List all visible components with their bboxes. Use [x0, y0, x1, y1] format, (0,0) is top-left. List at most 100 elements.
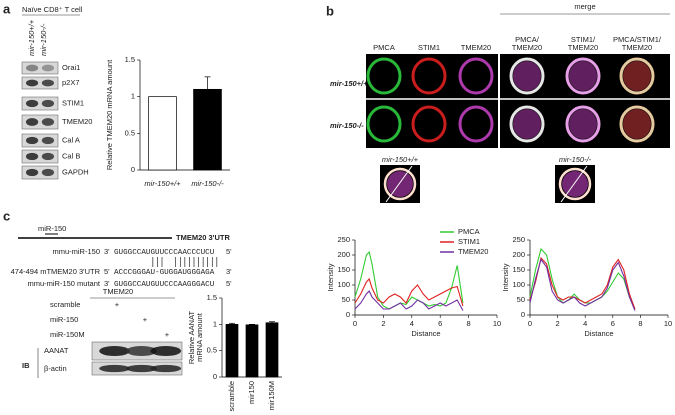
- image-frame: [366, 54, 498, 148]
- blot-label: Cal B: [62, 151, 80, 160]
- series-line: [529, 258, 636, 311]
- y-tick-label: 150: [512, 265, 525, 274]
- cell-interior: [623, 61, 651, 91]
- lane-label: mir-150+/+: [27, 19, 36, 56]
- cell-membrane: [366, 57, 402, 95]
- x-tick-label: 10: [493, 319, 501, 328]
- seq-end: 5': [226, 279, 232, 288]
- band: [150, 364, 182, 373]
- x-tick-label: 6: [611, 319, 615, 328]
- blot-label: GAPDH: [62, 167, 89, 176]
- blot-label: AANAT: [44, 346, 69, 355]
- column-header: PMCA/: [515, 35, 540, 44]
- x-tick-label: 10: [664, 319, 672, 328]
- y-tick-label: 250: [337, 235, 350, 244]
- panel-label: a: [3, 1, 11, 16]
- series-line: [529, 256, 636, 310]
- blot-label: Orai1: [62, 63, 80, 72]
- seq-name: mmu-miR-150 mutant: [27, 279, 100, 288]
- column-header: PMCA/STIM1/: [613, 35, 662, 44]
- construct-label: TMEM20: [103, 287, 133, 296]
- utr-label: TMEM20 3'UTR: [176, 233, 230, 242]
- x-tick-label: mir-150+/+: [144, 179, 181, 188]
- band: [41, 118, 55, 126]
- cell-membrane: [565, 57, 601, 95]
- cell-membrane: [565, 105, 601, 143]
- cell-interior: [562, 171, 588, 197]
- legend-label: PMCA: [458, 227, 480, 236]
- y-axis-label: Relative AANAT: [187, 310, 196, 364]
- x-tick-label: 6: [438, 319, 442, 328]
- cell-membrane: [458, 57, 494, 95]
- condition-mark: +: [115, 300, 120, 309]
- cell-membrane: [558, 167, 592, 201]
- cell-membrane: [619, 57, 655, 95]
- band: [25, 168, 39, 177]
- column-header: STIM1/: [571, 35, 596, 44]
- x-tick-label: scramble: [227, 381, 236, 411]
- seq-end: 5': [226, 247, 232, 256]
- condition: miR-150: [50, 315, 78, 324]
- condition-mark: +: [143, 315, 148, 324]
- profile-title: mir-150+/+: [382, 155, 419, 164]
- y-tick-label: 100: [337, 280, 350, 289]
- x-axis-label: Distance: [411, 329, 440, 338]
- panel-label: b: [326, 3, 334, 18]
- column-header: PMCA: [373, 43, 395, 52]
- bar: [193, 88, 222, 171]
- y-tick-label: 150: [337, 265, 350, 274]
- blot-label: β-actin: [44, 364, 67, 373]
- y-tick-label: 1: [213, 319, 217, 328]
- y-tick-label: 250: [512, 235, 525, 244]
- legend-label: STIM1: [458, 237, 480, 246]
- column-header: TMEM20: [461, 43, 491, 52]
- y-tick-label: 100: [512, 280, 525, 289]
- band: [41, 99, 55, 108]
- y-tick-label: 1.5: [207, 293, 217, 302]
- series-line: [529, 247, 636, 310]
- lane-label: mir-150-/-: [39, 23, 48, 56]
- band: [150, 345, 182, 357]
- row-label: mir-150+/+: [330, 79, 368, 88]
- x-tick-label: 8: [467, 319, 471, 328]
- cell-membrane: [619, 105, 655, 143]
- x-tick-label: 0: [353, 319, 357, 328]
- cell-membrane: [509, 105, 545, 143]
- y-axis-label: Relative TMEM20 mRNA amount: [105, 59, 114, 170]
- cell-membrane: [366, 105, 402, 143]
- y-axis-label: Intensity: [326, 263, 335, 291]
- band: [25, 118, 39, 126]
- x-tick-label: mir-150-/-: [191, 179, 224, 188]
- y-tick-label: 1: [131, 92, 135, 101]
- profile-line: [385, 165, 413, 203]
- condition-mark: +: [165, 330, 170, 339]
- sequence: GUGGCCAUGUUCCCAAGGGACU: [114, 281, 215, 289]
- seq-name: mmu-miR-150: [52, 247, 100, 256]
- x-tick-label: 4: [583, 319, 587, 328]
- y-tick-label: 0.5: [207, 346, 217, 355]
- mirna-label: miR-150: [38, 224, 66, 233]
- bar: [148, 96, 177, 171]
- blot-label: p2X7: [62, 78, 80, 87]
- cell-type: Naïve CD8⁺ T cell: [22, 5, 83, 14]
- band: [25, 99, 39, 108]
- x-tick-label: 2: [556, 319, 560, 328]
- cell-interior: [387, 171, 413, 197]
- x-tick-label: mir150M: [267, 381, 276, 410]
- cell-membrane: [411, 57, 447, 95]
- y-tick-label: 0: [213, 372, 217, 381]
- x-tick-label: 8: [638, 319, 642, 328]
- cell-interior: [623, 109, 651, 139]
- column-header: TMEM20: [512, 43, 542, 52]
- band: [41, 64, 55, 72]
- series-line: [354, 290, 464, 311]
- x-tick-label: 2: [381, 319, 385, 328]
- x-tick-label: mir150: [247, 381, 256, 404]
- band: [25, 152, 39, 161]
- row-label: mir-150-/-: [330, 121, 364, 130]
- band: [126, 364, 157, 373]
- blot-label: Cal A: [62, 135, 80, 144]
- cell-interior: [513, 61, 541, 91]
- bar: [265, 322, 279, 378]
